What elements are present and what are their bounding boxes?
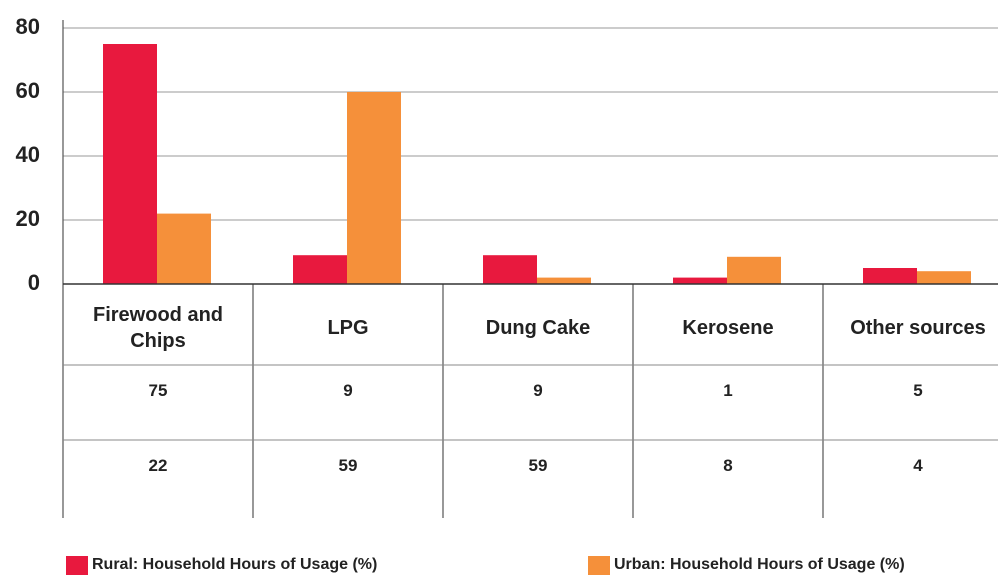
x-tick-label: Kerosene	[682, 317, 774, 339]
bar	[103, 44, 157, 284]
table-cell: 9	[343, 381, 353, 400]
table-cell: 1	[723, 381, 733, 400]
table-cell: 4	[913, 456, 923, 475]
table-cell: 75	[148, 381, 168, 400]
y-tick-label: 80	[15, 14, 40, 39]
y-tick-label: 40	[15, 142, 40, 167]
table-cell: 5	[913, 381, 923, 400]
x-tick-label: LPG	[327, 317, 369, 339]
x-tick-label: Dung Cake	[485, 317, 591, 339]
table-cell: 8	[723, 456, 733, 475]
y-tick-label: 0	[27, 270, 40, 295]
legend-label: Rural: Household Hours of Usage (%)	[92, 556, 378, 573]
legend-swatch	[66, 556, 88, 575]
bar	[347, 92, 401, 284]
bar	[293, 255, 347, 284]
bar	[157, 213, 211, 284]
legend-swatch	[588, 556, 610, 575]
bar	[537, 277, 591, 284]
bar	[483, 255, 537, 284]
bar	[727, 256, 781, 284]
x-tick-label: Other sources	[850, 317, 986, 339]
x-tick-label: Firewood and Chips	[93, 304, 223, 352]
y-tick-label: 20	[15, 206, 40, 231]
table-cell: 59	[338, 456, 358, 475]
bar	[917, 271, 971, 284]
y-tick-label: 60	[15, 78, 40, 103]
table-cell: 9	[533, 381, 543, 400]
table-cell: 22	[148, 456, 168, 475]
bar	[673, 277, 727, 284]
legend-label: Urban: Household Hours of Usage (%)	[614, 556, 905, 573]
bar	[863, 268, 917, 284]
table-cell: 59	[528, 456, 548, 475]
